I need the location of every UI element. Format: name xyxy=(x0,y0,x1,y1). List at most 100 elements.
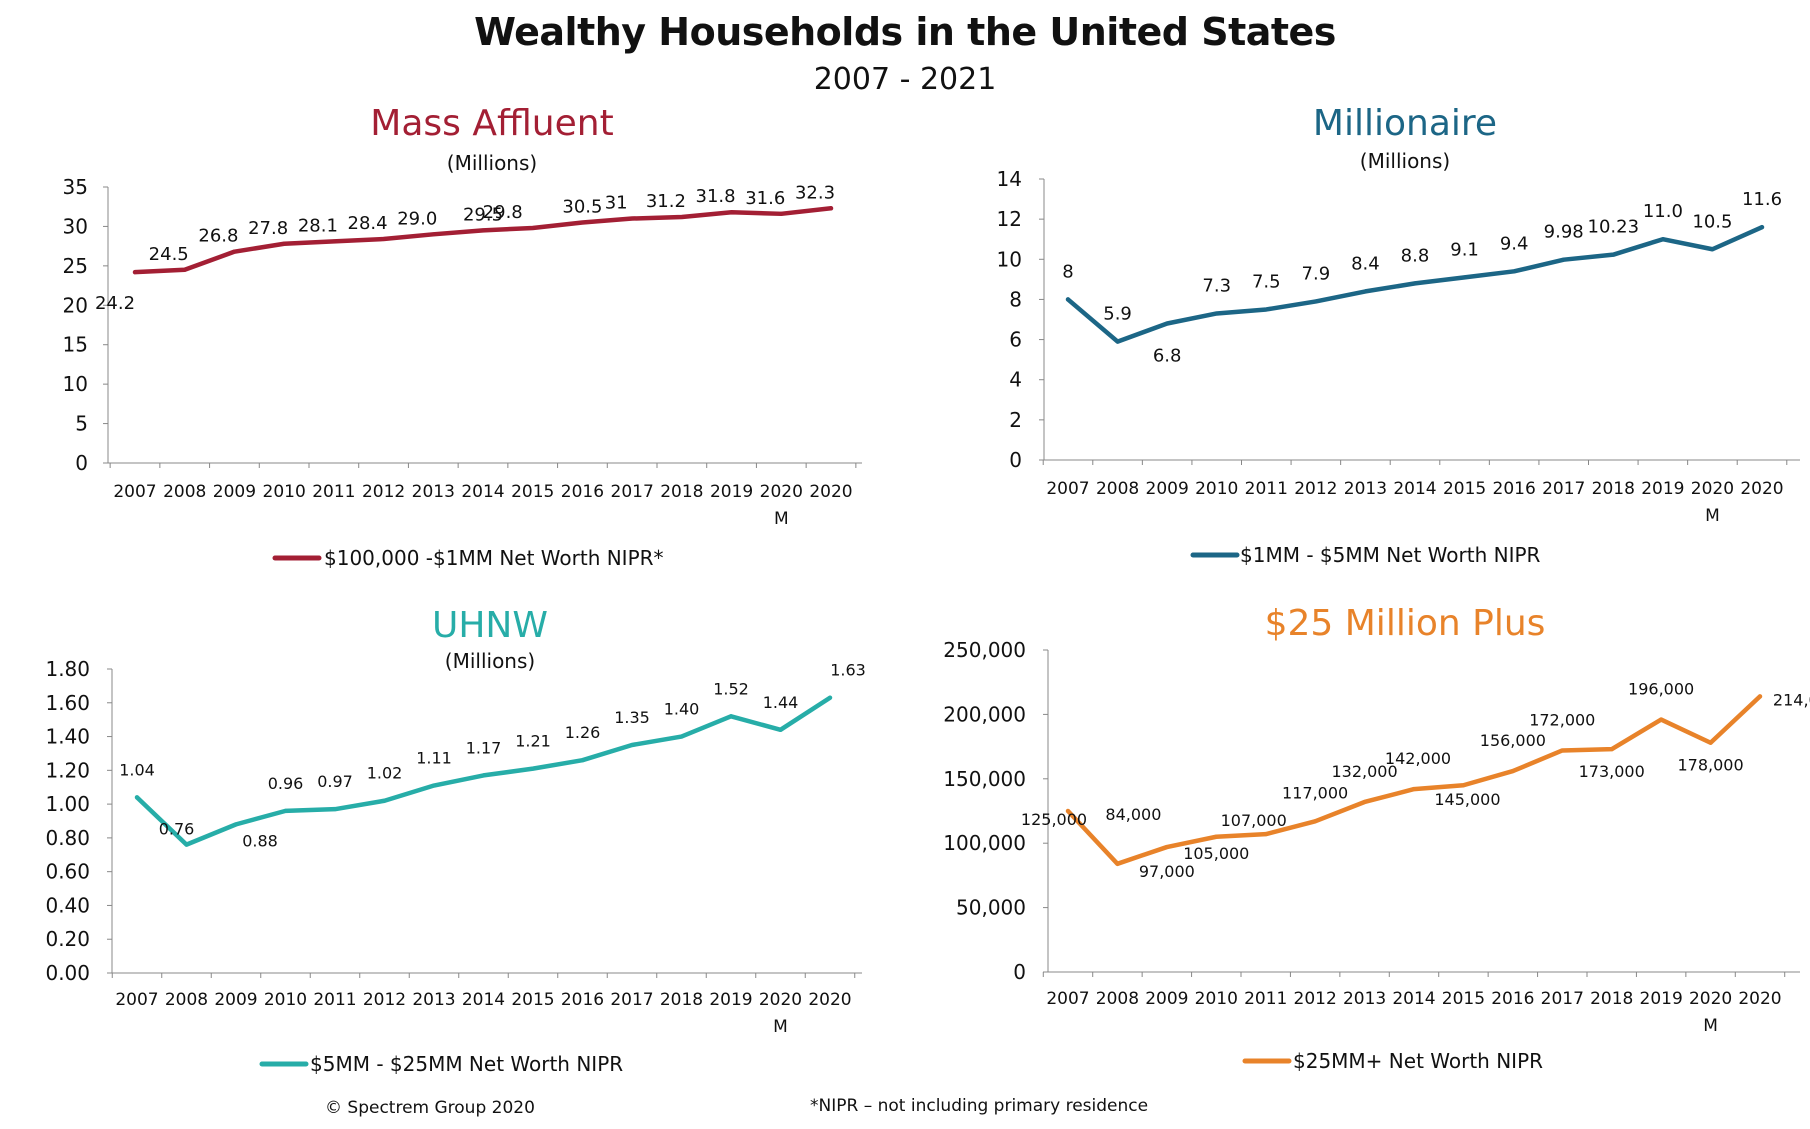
x-tick-label: M xyxy=(774,509,789,529)
data-label: 1.26 xyxy=(565,723,601,742)
data-point xyxy=(580,220,585,225)
y-tick-label: 35 xyxy=(63,175,88,199)
data-label: 29.8 xyxy=(483,202,523,223)
y-tick-label: 15 xyxy=(63,333,88,357)
data-point xyxy=(1561,257,1566,262)
data-point xyxy=(282,241,287,246)
y-tick-label: 0.20 xyxy=(45,927,90,951)
x-tick-label: 2020 xyxy=(1740,479,1783,499)
y-tick-label: 14 xyxy=(997,167,1022,191)
data-label: 6.8 xyxy=(1153,346,1182,367)
data-label: 172,000 xyxy=(1529,710,1595,729)
x-tick-label: 2010 xyxy=(263,482,306,502)
data-point xyxy=(1462,275,1467,280)
data-point xyxy=(135,795,139,800)
data-point xyxy=(481,228,485,233)
data-point xyxy=(630,743,634,747)
chart-title: UHNW xyxy=(432,605,548,646)
data-label: 117,000 xyxy=(1282,783,1348,802)
data-point xyxy=(580,758,585,763)
x-tick-label: 2008 xyxy=(165,990,208,1010)
data-label: 31.6 xyxy=(745,188,785,209)
chart-subtitle: (Millions) xyxy=(447,151,537,175)
data-label: 145,000 xyxy=(1434,790,1500,809)
data-label: 1.63 xyxy=(830,661,866,680)
data-point xyxy=(729,210,734,215)
data-label: 105,000 xyxy=(1183,844,1249,863)
data-label: 11.6 xyxy=(1742,189,1782,210)
data-point xyxy=(729,714,733,719)
data-label: 84,000 xyxy=(1105,805,1161,824)
series-line xyxy=(1065,694,1763,867)
x-tick-label: M xyxy=(773,1017,788,1037)
y-tick-label: 0 xyxy=(75,451,88,475)
data-label: 26.8 xyxy=(198,226,238,247)
data-label: 9.98 xyxy=(1544,222,1584,243)
data-label: 132,000 xyxy=(1331,762,1397,781)
data-point xyxy=(232,249,237,254)
data-label: 24.5 xyxy=(149,244,189,265)
data-point xyxy=(1164,845,1169,850)
x-tick-label: 2015 xyxy=(1443,479,1486,499)
y-tick-label: 0.40 xyxy=(45,893,90,917)
y-tick-label: 4 xyxy=(1009,368,1022,392)
x-tick-label: 2007 xyxy=(1046,479,1089,499)
data-point xyxy=(1264,307,1269,312)
y-tick-label: 2 xyxy=(1009,408,1022,432)
y-tick-label: 10 xyxy=(997,247,1022,271)
data-point xyxy=(1214,834,1219,839)
data-point xyxy=(1313,819,1318,824)
data-point xyxy=(133,270,137,275)
data-label: 1.17 xyxy=(466,738,502,757)
data-label: 1.44 xyxy=(763,693,799,712)
data-label: 28.1 xyxy=(298,215,338,236)
y-tick-label: 200,000 xyxy=(943,702,1026,726)
x-tick-label: 2009 xyxy=(1145,989,1188,1009)
data-point xyxy=(1611,252,1616,257)
x-tick-label: 2009 xyxy=(213,482,256,502)
data-point xyxy=(283,808,288,813)
footnote-text: *NIPR – not including primary residence xyxy=(810,1096,1149,1116)
data-point xyxy=(1512,269,1517,274)
data-label: 0.96 xyxy=(268,774,304,793)
x-tick-label: M xyxy=(1703,1016,1718,1036)
data-label: 27.8 xyxy=(248,218,288,239)
legend-label: $1MM - $5MM Net Worth NIPR xyxy=(1240,543,1541,567)
data-point xyxy=(1066,297,1070,302)
y-tick-label: 0 xyxy=(1013,960,1026,984)
data-point xyxy=(432,783,436,788)
data-label: 1.40 xyxy=(664,700,700,719)
data-label: 32.3 xyxy=(795,182,835,203)
chart-subtitle: (Millions) xyxy=(1360,149,1450,173)
data-point xyxy=(679,734,684,739)
data-point xyxy=(431,232,436,237)
data-point xyxy=(333,807,337,812)
x-tick-label: 2018 xyxy=(1592,479,1635,499)
chart-title: Mass Affluent xyxy=(370,103,613,144)
x-tick-label: 2018 xyxy=(1590,989,1633,1009)
data-point xyxy=(630,216,635,221)
x-tick-label: 2014 xyxy=(462,990,505,1010)
data-point xyxy=(1214,311,1219,316)
data-label: 1.02 xyxy=(367,764,403,783)
x-tick-label: 2007 xyxy=(113,482,156,502)
data-label: 1.52 xyxy=(713,679,749,698)
data-label: 11.0 xyxy=(1643,201,1683,222)
x-tick-label: 2015 xyxy=(511,990,554,1010)
data-point xyxy=(1660,237,1665,242)
y-tick-label: 30 xyxy=(63,214,88,238)
x-tick-label: 2016 xyxy=(561,482,604,502)
data-point xyxy=(1461,783,1466,788)
data-point xyxy=(1362,799,1367,804)
data-point xyxy=(1413,281,1417,286)
x-tick-label: M xyxy=(1705,506,1720,526)
data-label: 7.5 xyxy=(1252,271,1281,292)
y-tick-label: 1.60 xyxy=(45,691,90,715)
x-tick-label: 2019 xyxy=(710,482,753,502)
data-point xyxy=(1708,740,1713,745)
x-tick-label: 2017 xyxy=(611,482,654,502)
x-tick-label: 2020 xyxy=(759,990,802,1010)
y-tick-label: 6 xyxy=(1009,328,1022,352)
x-tick-label: 2010 xyxy=(1195,479,1238,499)
data-point xyxy=(530,226,535,231)
